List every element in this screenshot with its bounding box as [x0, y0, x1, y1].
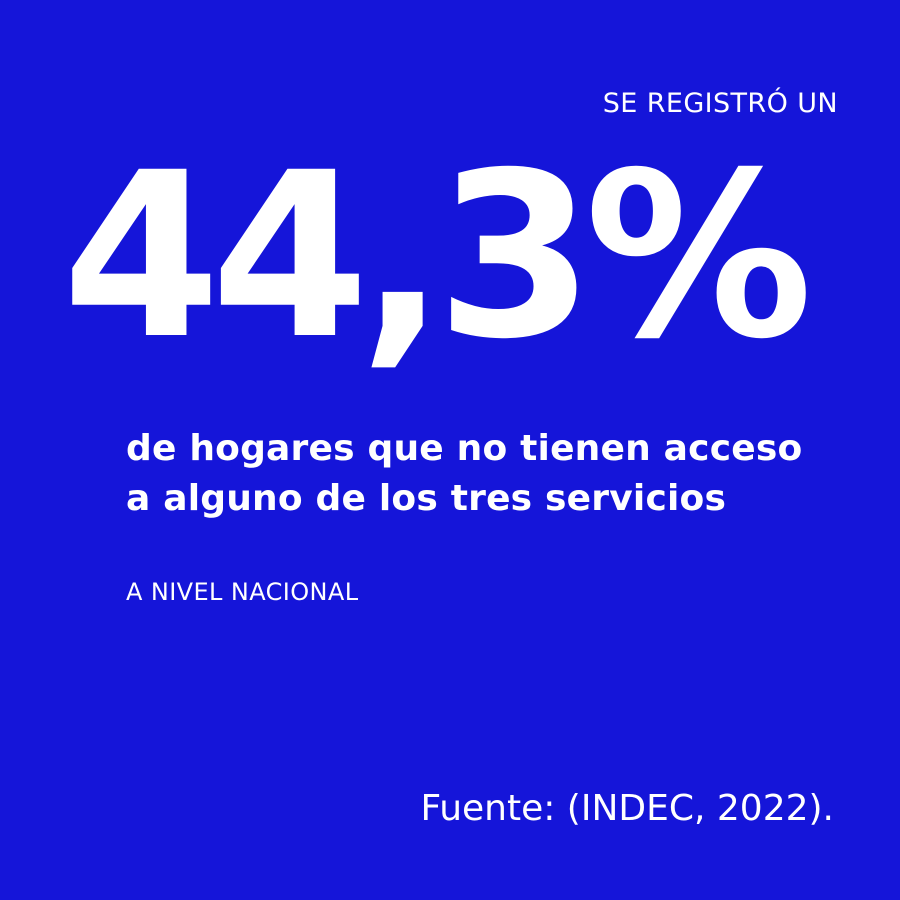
intro-text: SE REGISTRÓ UN: [602, 88, 838, 119]
headline-text: de hogares que no tienen acceso a alguno…: [126, 428, 803, 519]
subline-text: A NIVEL NACIONAL: [126, 578, 359, 606]
source-text: Fuente: (INDEC, 2022).: [420, 788, 834, 829]
statistic-value: 44,3%: [62, 123, 813, 389]
